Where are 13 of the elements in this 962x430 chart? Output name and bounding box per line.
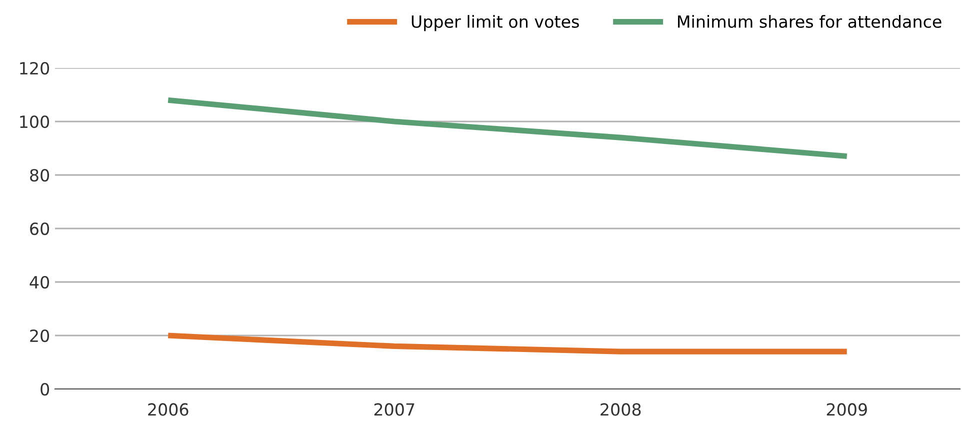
y-tick-label: 40 xyxy=(30,276,50,289)
y-tick-label: 60 xyxy=(30,222,50,236)
x-tick-label: 2008 xyxy=(600,403,641,416)
legend-label: Minimum shares for attendance xyxy=(678,15,942,28)
y-tick-label: 0 xyxy=(40,382,50,396)
x-tick-label: 2006 xyxy=(148,403,188,416)
y-tick-label: 120 xyxy=(20,62,50,75)
legend-label: Upper limit on votes xyxy=(412,15,579,32)
x-tick-label: 2009 xyxy=(826,403,867,416)
y-tick-label: 80 xyxy=(30,168,50,182)
y-tick-label: 20 xyxy=(30,329,50,342)
x-tick-label: 2007 xyxy=(374,403,414,416)
y-tick-label: 100 xyxy=(20,115,50,128)
